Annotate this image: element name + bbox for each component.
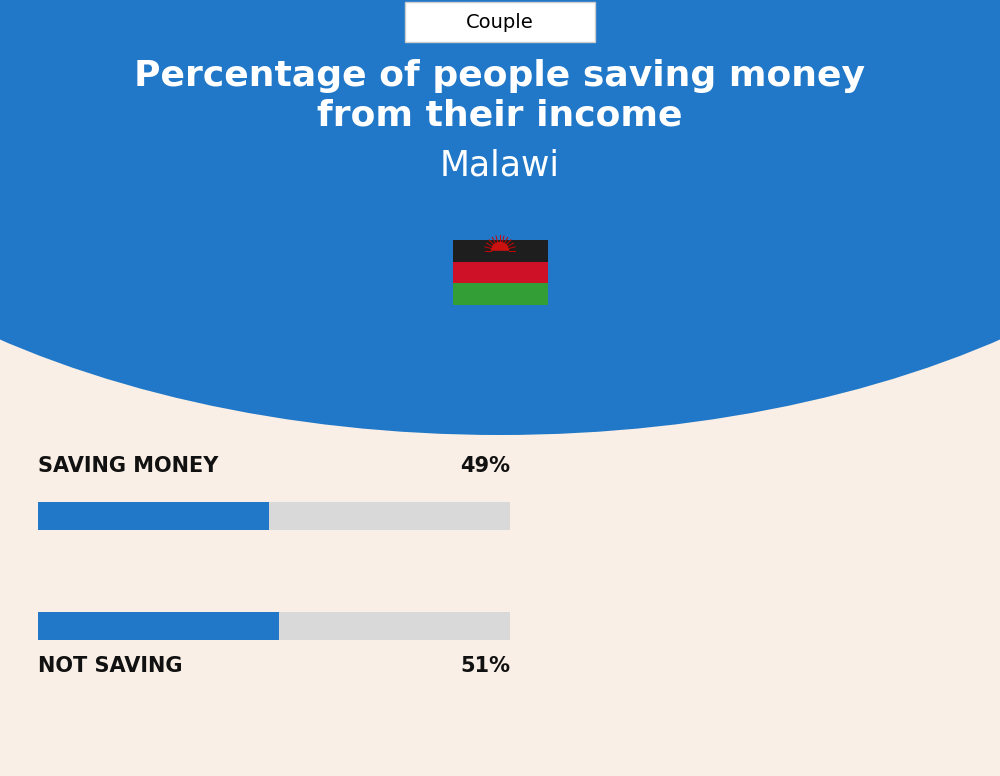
Bar: [38, 612, 279, 640]
Bar: [38, 502, 269, 530]
Wedge shape: [491, 242, 509, 251]
Text: Couple: Couple: [466, 12, 534, 32]
Bar: [452, 240, 548, 262]
Bar: [452, 283, 548, 305]
Text: SAVING MONEY: SAVING MONEY: [38, 456, 218, 476]
FancyBboxPatch shape: [405, 2, 595, 42]
Text: from their income: from their income: [317, 99, 683, 133]
Text: 49%: 49%: [460, 456, 510, 476]
Ellipse shape: [0, 0, 1000, 435]
Text: Malawi: Malawi: [440, 149, 560, 183]
Bar: [38, 502, 510, 530]
Bar: [452, 262, 548, 283]
Text: 51%: 51%: [460, 656, 510, 676]
Text: Percentage of people saving money: Percentage of people saving money: [134, 59, 866, 93]
Text: NOT SAVING: NOT SAVING: [38, 656, 182, 676]
Bar: [38, 612, 510, 640]
